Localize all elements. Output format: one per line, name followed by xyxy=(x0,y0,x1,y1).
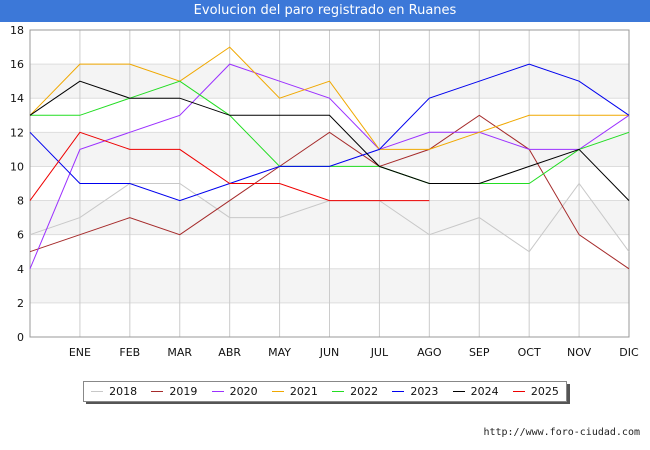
x-tick-label: JUL xyxy=(370,346,389,359)
y-tick-label: 18 xyxy=(10,24,24,37)
legend-label: 2018 xyxy=(109,385,138,398)
x-tick-label: NOV xyxy=(567,346,592,359)
legend-item-2020: 2020 xyxy=(211,385,258,398)
legend-label: 2023 xyxy=(410,385,439,398)
x-tick-label: SEP xyxy=(469,346,490,359)
series-lines xyxy=(29,46,630,270)
y-tick-label: 0 xyxy=(17,331,24,344)
legend: 2018 2019 2020 2021 2022 2023 2024 2025 xyxy=(83,381,567,402)
y-tick-label: 12 xyxy=(10,126,24,139)
legend-swatch xyxy=(332,391,345,392)
legend-item-2023: 2023 xyxy=(392,385,438,398)
legend-label: 2025 xyxy=(530,385,559,398)
legend-label: 2022 xyxy=(350,385,379,398)
y-tick-label: 2 xyxy=(17,297,24,310)
y-tick-label: 10 xyxy=(10,160,24,173)
legend-label: 2021 xyxy=(289,385,318,398)
legend-item-2022: 2022 xyxy=(332,385,378,398)
legend-item-2021: 2021 xyxy=(271,385,318,398)
series-line-2021 xyxy=(29,46,629,150)
legend-swatch xyxy=(392,391,405,392)
series-line-2020 xyxy=(29,63,630,269)
source-url: http://www.foro-ciudad.com xyxy=(483,427,640,438)
series-line-2023 xyxy=(29,63,630,202)
legend-label: 2024 xyxy=(470,385,499,398)
y-tick-label: 4 xyxy=(17,263,24,276)
axes xyxy=(29,29,630,338)
legend-label: 2020 xyxy=(229,385,258,398)
x-tick-label: MAY xyxy=(268,346,291,359)
x-tick-label: DIC xyxy=(619,346,639,359)
x-tick-label: ABR xyxy=(218,346,241,359)
y-tick-label: 16 xyxy=(10,58,24,71)
x-tick-label: FEB xyxy=(119,346,140,359)
y-tick-label: 8 xyxy=(17,195,24,208)
legend-swatch xyxy=(91,391,104,392)
x-tick-label: JUN xyxy=(319,346,340,359)
legend-swatch xyxy=(211,391,224,392)
legend-swatch xyxy=(452,391,465,392)
tick-labels: 0 2 4 6 8 10 12 14 16 18 ENE FEB MAR ABR MAY JUN JUL AGO S… xyxy=(10,24,639,359)
line-chart: 0 2 4 6 8 10 12 14 16 18 ENE FEB MAR ABR MAY JUN JUL AGO S… xyxy=(10,24,639,359)
legend-swatch xyxy=(151,391,164,392)
legend-item-2024: 2024 xyxy=(452,385,499,398)
x-tick-label: ENE xyxy=(69,346,91,359)
legend-label: 2019 xyxy=(169,385,198,398)
y-tick-label: 6 xyxy=(17,229,24,242)
x-tick-label: AGO xyxy=(417,346,442,359)
series-line-2025 xyxy=(29,131,430,202)
chart-title: Evolucion del paro registrado en Ruanes xyxy=(0,0,650,22)
x-tick-label: OCT xyxy=(518,346,541,359)
x-tick-label: MAR xyxy=(167,346,192,359)
y-tick-label: 14 xyxy=(10,92,24,105)
plot-frame xyxy=(29,29,630,338)
legend-item-2025: 2025 xyxy=(512,385,559,398)
legend-item-2019: 2019 xyxy=(151,385,197,398)
legend-item-2018: 2018 xyxy=(91,385,137,398)
legend-swatch xyxy=(512,391,525,392)
series-line-2024 xyxy=(29,80,630,201)
legend-swatch xyxy=(271,391,284,392)
